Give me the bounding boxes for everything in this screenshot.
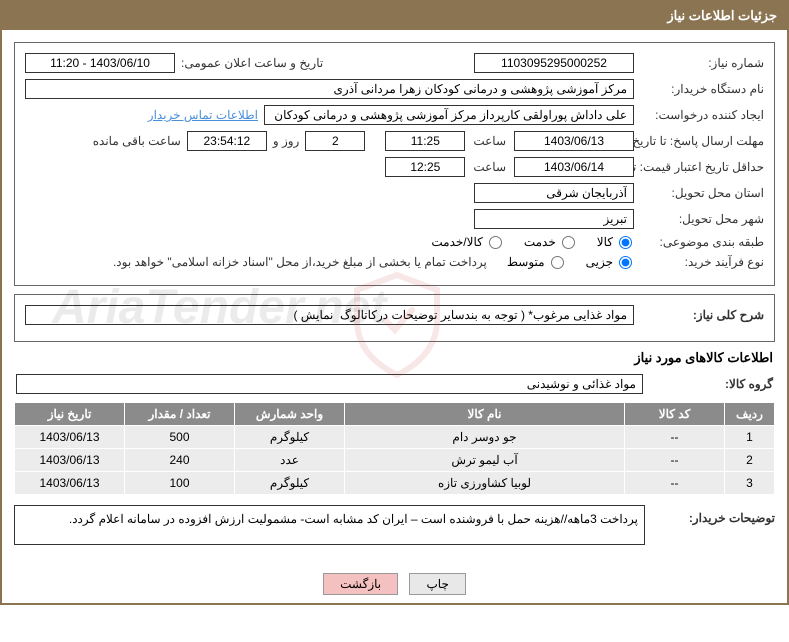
button-row: چاپ بازگشت <box>2 573 787 595</box>
buyer-org-label: نام دستگاه خریدار: <box>634 82 764 96</box>
cell-unit: کیلوگرم <box>235 426 345 449</box>
th-code: کد کالا <box>625 403 725 426</box>
need-number-input[interactable] <box>474 53 634 73</box>
cell-date: 1403/06/13 <box>15 472 125 495</box>
cell-idx: 2 <box>725 449 775 472</box>
th-name: نام کالا <box>345 403 625 426</box>
remaining-label: ساعت باقی مانده <box>87 134 187 148</box>
cell-idx: 1 <box>725 426 775 449</box>
requester-label: ایجاد کننده درخواست: <box>634 108 764 122</box>
radio-khedmat-group[interactable]: خدمت <box>524 235 577 249</box>
reply-time-input[interactable] <box>385 131 465 151</box>
days-suffix: روز و <box>267 134 306 148</box>
need-desc-input[interactable] <box>25 305 634 325</box>
cell-qty: 100 <box>125 472 235 495</box>
details-fieldset: شماره نیاز: تاریخ و ساعت اعلان عمومی: نا… <box>14 42 775 286</box>
cell-unit: کیلوگرم <box>235 472 345 495</box>
need-desc-fieldset: شرح کلی نیاز: <box>14 294 775 342</box>
countdown-input[interactable] <box>187 131 267 151</box>
radio-kalakhedmat-label: کالا/خدمت <box>431 235 482 249</box>
table-row: 3 -- لوبیا کشاورزی تازه کیلوگرم 100 1403… <box>15 472 775 495</box>
radio-kalakhedmat[interactable] <box>489 236 502 249</box>
main-panel: جزئیات اطلاعات نیاز AriaTender.net شماره… <box>0 0 789 605</box>
purchase-note: پرداخت تمام یا بخشی از مبلغ خرید،از محل … <box>107 255 487 269</box>
th-unit: واحد شمارش <box>235 403 345 426</box>
price-time-input[interactable] <box>385 157 465 177</box>
province-label: استان محل تحویل: <box>634 186 764 200</box>
radio-partial[interactable] <box>619 256 632 269</box>
purchase-type-label: نوع فرآیند خرید: <box>634 255 764 269</box>
buyer-notes-box: پرداخت 3ماهه//هزینه حمل با فروشنده است –… <box>14 505 645 545</box>
reply-date-input[interactable] <box>514 131 634 151</box>
reply-deadline-label: مهلت ارسال پاسخ: تا تاریخ: <box>634 134 764 148</box>
cell-qty: 240 <box>125 449 235 472</box>
cell-date: 1403/06/13 <box>15 426 125 449</box>
radio-medium[interactable] <box>551 256 564 269</box>
radio-kala-label: کالا <box>597 235 613 249</box>
requester-input[interactable] <box>264 105 634 125</box>
cell-qty: 500 <box>125 426 235 449</box>
radio-kala-group[interactable]: کالا <box>597 235 634 249</box>
buyer-org-input[interactable] <box>25 79 634 99</box>
radio-medium-label: متوسط <box>507 255 545 269</box>
buyer-contact-link[interactable]: اطلاعات تماس خریدار <box>148 108 258 122</box>
need-number-label: شماره نیاز: <box>634 56 764 70</box>
radio-kala[interactable] <box>619 236 632 249</box>
buyer-notes-label: توضیحات خریدار: <box>645 505 775 525</box>
cell-idx: 3 <box>725 472 775 495</box>
th-row: ردیف <box>725 403 775 426</box>
group-input[interactable] <box>16 374 643 394</box>
panel-title: جزئیات اطلاعات نیاز <box>2 2 787 30</box>
table-row: 1 -- جو دوسر دام کیلوگرم 500 1403/06/13 <box>15 426 775 449</box>
city-label: شهر محل تحویل: <box>634 212 764 226</box>
cell-unit: عدد <box>235 449 345 472</box>
price-date-input[interactable] <box>514 157 634 177</box>
subject-class-label: طبقه بندی موضوعی: <box>634 235 764 249</box>
th-date: تاریخ نیاز <box>15 403 125 426</box>
table-row: 2 -- آب لیمو ترش عدد 240 1403/06/13 <box>15 449 775 472</box>
days-input[interactable] <box>305 131 365 151</box>
announce-date-label: تاریخ و ساعت اعلان عمومی: <box>175 56 323 70</box>
radio-partial-group[interactable]: جزیی <box>586 255 634 269</box>
cell-date: 1403/06/13 <box>15 449 125 472</box>
city-input[interactable] <box>474 209 634 229</box>
price-validity-label: حداقل تاریخ اعتبار قیمت: تا تاریخ: <box>634 160 764 174</box>
time-label-2: ساعت <box>465 160 514 174</box>
cell-code: -- <box>625 426 725 449</box>
group-label: گروه کالا: <box>643 377 773 391</box>
time-label-1: ساعت <box>465 134 514 148</box>
goods-info-title: اطلاعات کالاهای مورد نیاز <box>16 350 773 366</box>
table-body: 1 -- جو دوسر دام کیلوگرم 500 1403/06/13 … <box>15 426 775 495</box>
goods-table: ردیف کد کالا نام کالا واحد شمارش تعداد /… <box>14 402 775 495</box>
th-qty: تعداد / مقدار <box>125 403 235 426</box>
table-header-row: ردیف کد کالا نام کالا واحد شمارش تعداد /… <box>15 403 775 426</box>
cell-code: -- <box>625 449 725 472</box>
cell-name: آب لیمو ترش <box>345 449 625 472</box>
radio-partial-label: جزیی <box>586 255 613 269</box>
cell-name: لوبیا کشاورزی تازه <box>345 472 625 495</box>
content-area: AriaTender.net شماره نیاز: تاریخ و ساعت … <box>2 30 787 563</box>
cell-name: جو دوسر دام <box>345 426 625 449</box>
radio-medium-group[interactable]: متوسط <box>507 255 566 269</box>
radio-kalakhedmat-group[interactable]: کالا/خدمت <box>431 235 503 249</box>
radio-khedmat[interactable] <box>562 236 575 249</box>
print-button[interactable]: چاپ <box>409 573 465 595</box>
need-desc-label: شرح کلی نیاز: <box>634 308 764 322</box>
back-button[interactable]: بازگشت <box>323 573 398 595</box>
announce-date-input[interactable] <box>25 53 175 73</box>
radio-khedmat-label: خدمت <box>524 235 556 249</box>
cell-code: -- <box>625 472 725 495</box>
province-input[interactable] <box>474 183 634 203</box>
